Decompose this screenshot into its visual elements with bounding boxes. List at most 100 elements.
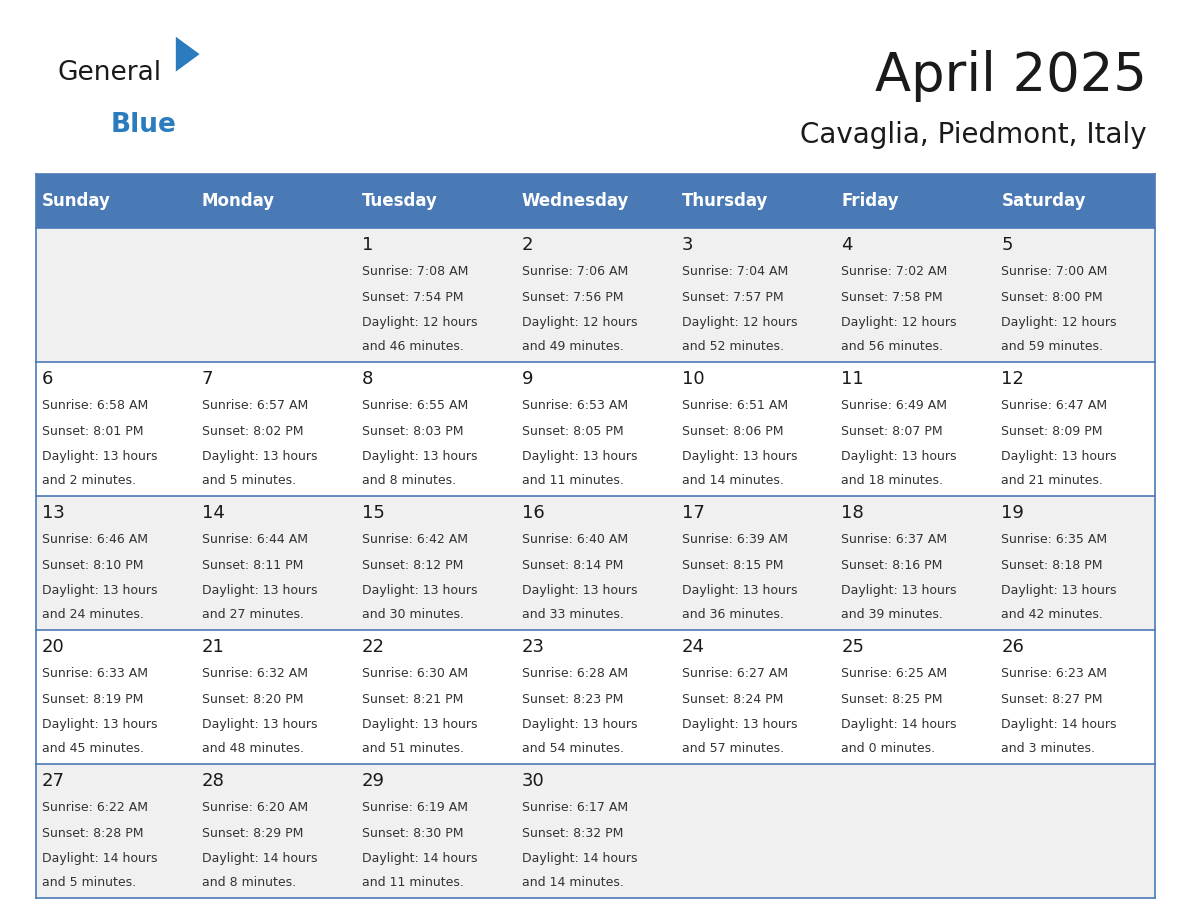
Bar [675, 764, 835, 898]
Bar [835, 630, 994, 764]
Text: Sunrise: 6:25 AM: Sunrise: 6:25 AM [841, 667, 948, 680]
Text: 3: 3 [682, 236, 693, 253]
Text: Daylight: 12 hours: Daylight: 12 hours [522, 316, 637, 330]
Text: Saturday: Saturday [1001, 192, 1086, 210]
Text: Sunrise: 6:17 AM: Sunrise: 6:17 AM [522, 801, 627, 814]
Text: Sunday: Sunday [42, 192, 110, 210]
Text: Sunrise: 6:37 AM: Sunrise: 6:37 AM [841, 533, 948, 546]
Bar [994, 228, 1155, 362]
Text: Daylight: 13 hours: Daylight: 13 hours [362, 718, 478, 732]
Text: 15: 15 [362, 504, 385, 521]
Text: and 56 minutes.: and 56 minutes. [841, 341, 943, 353]
Bar [196, 228, 355, 362]
Bar [196, 496, 355, 630]
Text: and 59 minutes.: and 59 minutes. [1001, 341, 1104, 353]
Text: Sunset: 8:00 PM: Sunset: 8:00 PM [1001, 291, 1102, 304]
Text: Sunrise: 6:20 AM: Sunrise: 6:20 AM [202, 801, 308, 814]
Text: Sunrise: 6:32 AM: Sunrise: 6:32 AM [202, 667, 308, 680]
Bar [36, 764, 196, 898]
Text: Daylight: 13 hours: Daylight: 13 hours [42, 718, 158, 732]
Text: Sunrise: 6:40 AM: Sunrise: 6:40 AM [522, 533, 627, 546]
Text: and 2 minutes.: and 2 minutes. [42, 475, 137, 487]
Bar [516, 496, 675, 630]
Text: 5: 5 [1001, 236, 1012, 253]
Bar [675, 630, 835, 764]
Text: Sunset: 7:57 PM: Sunset: 7:57 PM [682, 291, 783, 304]
Text: Sunset: 8:19 PM: Sunset: 8:19 PM [42, 693, 144, 706]
Text: Sunrise: 6:47 AM: Sunrise: 6:47 AM [1001, 399, 1107, 412]
Text: and 14 minutes.: and 14 minutes. [682, 475, 783, 487]
Bar [835, 228, 994, 362]
Bar [355, 496, 516, 630]
Text: Daylight: 14 hours: Daylight: 14 hours [841, 718, 956, 732]
Text: 10: 10 [682, 370, 704, 387]
Text: Daylight: 13 hours: Daylight: 13 hours [682, 718, 797, 732]
Text: Sunrise: 6:44 AM: Sunrise: 6:44 AM [202, 533, 308, 546]
Text: 16: 16 [522, 504, 544, 521]
Text: Sunrise: 6:57 AM: Sunrise: 6:57 AM [202, 399, 308, 412]
Text: and 14 minutes.: and 14 minutes. [522, 877, 624, 890]
Text: 17: 17 [682, 504, 704, 521]
Text: Sunset: 8:30 PM: Sunset: 8:30 PM [362, 827, 463, 840]
Text: Sunset: 8:10 PM: Sunset: 8:10 PM [42, 559, 144, 572]
Text: Friday: Friday [841, 192, 899, 210]
Bar [516, 174, 675, 228]
Text: Thursday: Thursday [682, 192, 767, 210]
Text: 29: 29 [362, 772, 385, 789]
Text: Daylight: 13 hours: Daylight: 13 hours [202, 584, 317, 598]
Text: 13: 13 [42, 504, 65, 521]
Bar [994, 362, 1155, 496]
Text: 22: 22 [362, 638, 385, 655]
Text: Daylight: 13 hours: Daylight: 13 hours [522, 450, 637, 464]
Text: Sunset: 8:05 PM: Sunset: 8:05 PM [522, 425, 624, 438]
Text: and 33 minutes.: and 33 minutes. [522, 609, 624, 621]
Text: 14: 14 [202, 504, 225, 521]
Text: Sunset: 8:12 PM: Sunset: 8:12 PM [362, 559, 463, 572]
Text: Daylight: 13 hours: Daylight: 13 hours [522, 584, 637, 598]
Text: Sunrise: 7:00 AM: Sunrise: 7:00 AM [1001, 265, 1107, 278]
Bar [835, 496, 994, 630]
Text: and 30 minutes.: and 30 minutes. [362, 609, 463, 621]
Text: Daylight: 13 hours: Daylight: 13 hours [202, 718, 317, 732]
Bar [196, 630, 355, 764]
Text: Tuesday: Tuesday [362, 192, 437, 210]
Text: and 52 minutes.: and 52 minutes. [682, 341, 784, 353]
Text: Sunrise: 6:46 AM: Sunrise: 6:46 AM [42, 533, 148, 546]
Text: 27: 27 [42, 772, 65, 789]
Text: Daylight: 13 hours: Daylight: 13 hours [841, 584, 956, 598]
Text: Cavaglia, Piedmont, Italy: Cavaglia, Piedmont, Italy [800, 121, 1146, 150]
Text: Sunset: 8:11 PM: Sunset: 8:11 PM [202, 559, 303, 572]
Text: and 42 minutes.: and 42 minutes. [1001, 609, 1104, 621]
Text: 19: 19 [1001, 504, 1024, 521]
Text: Sunset: 8:29 PM: Sunset: 8:29 PM [202, 827, 303, 840]
Text: and 11 minutes.: and 11 minutes. [362, 877, 463, 890]
Text: Sunrise: 6:53 AM: Sunrise: 6:53 AM [522, 399, 627, 412]
Text: 21: 21 [202, 638, 225, 655]
Text: Monday: Monday [202, 192, 276, 210]
Text: Sunrise: 6:51 AM: Sunrise: 6:51 AM [682, 399, 788, 412]
Bar [835, 362, 994, 496]
Text: 7: 7 [202, 370, 214, 387]
Text: Sunrise: 6:19 AM: Sunrise: 6:19 AM [362, 801, 468, 814]
Polygon shape [176, 37, 200, 72]
Text: and 46 minutes.: and 46 minutes. [362, 341, 463, 353]
Text: Sunset: 8:14 PM: Sunset: 8:14 PM [522, 559, 623, 572]
Text: and 24 minutes.: and 24 minutes. [42, 609, 144, 621]
Text: Daylight: 13 hours: Daylight: 13 hours [1001, 584, 1117, 598]
Text: and 8 minutes.: and 8 minutes. [362, 475, 456, 487]
Text: Sunrise: 7:02 AM: Sunrise: 7:02 AM [841, 265, 948, 278]
Text: 1: 1 [362, 236, 373, 253]
Text: and 21 minutes.: and 21 minutes. [1001, 475, 1104, 487]
Text: Sunset: 8:15 PM: Sunset: 8:15 PM [682, 559, 783, 572]
Text: Sunrise: 6:55 AM: Sunrise: 6:55 AM [362, 399, 468, 412]
Text: and 39 minutes.: and 39 minutes. [841, 609, 943, 621]
Text: Sunrise: 6:39 AM: Sunrise: 6:39 AM [682, 533, 788, 546]
Text: 23: 23 [522, 638, 544, 655]
Bar [675, 174, 835, 228]
Text: April 2025: April 2025 [874, 50, 1146, 103]
Text: and 54 minutes.: and 54 minutes. [522, 743, 624, 756]
Text: 20: 20 [42, 638, 65, 655]
Bar [355, 630, 516, 764]
Text: 2: 2 [522, 236, 533, 253]
Text: Daylight: 12 hours: Daylight: 12 hours [1001, 316, 1117, 330]
